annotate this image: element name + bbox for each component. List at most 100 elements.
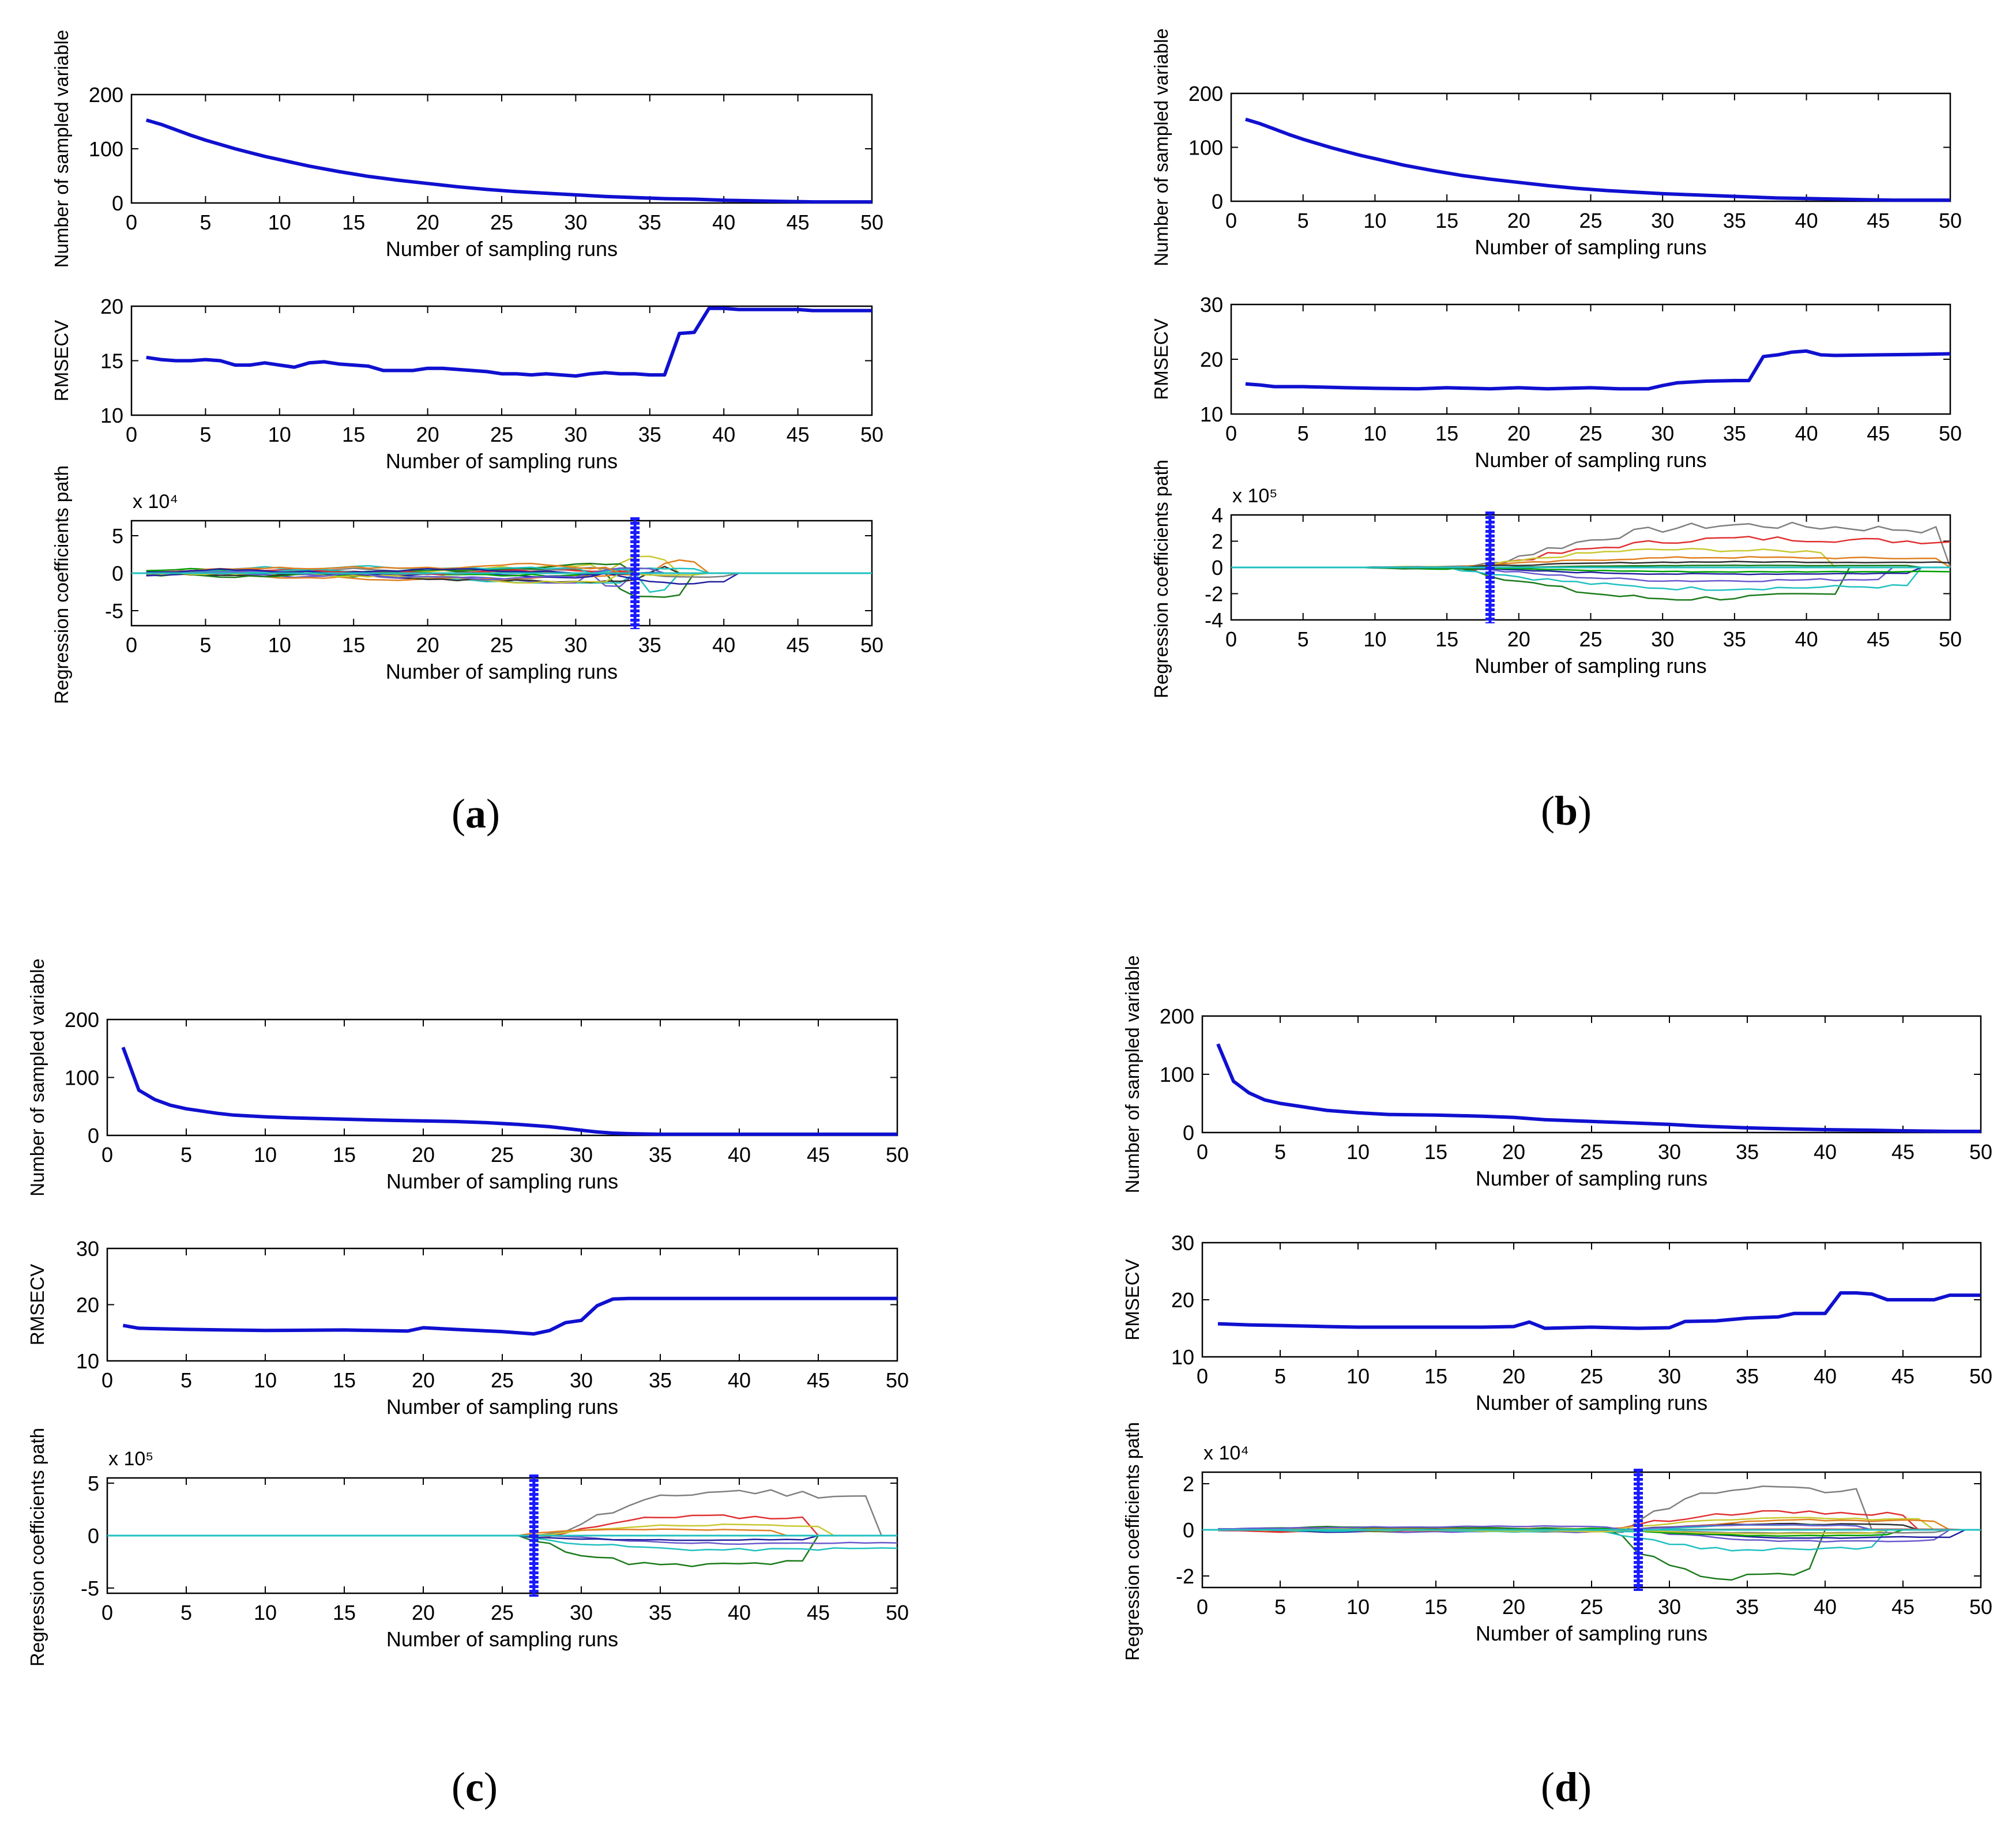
x-tick-label: 20 bbox=[1502, 1140, 1525, 1164]
x-tick-label: 10 bbox=[268, 633, 291, 657]
x-tick-label: 45 bbox=[1891, 1140, 1915, 1164]
x-tick-label: 45 bbox=[1891, 1595, 1915, 1619]
x-tick-label: 5 bbox=[200, 423, 211, 446]
x-tick-label: 10 bbox=[1346, 1364, 1370, 1388]
x-tick-label: 5 bbox=[180, 1143, 192, 1167]
x-tick-label: 30 bbox=[1658, 1364, 1681, 1388]
x-tick-label: 10 bbox=[1363, 209, 1386, 232]
x-axis-label: Number of sampling runs bbox=[386, 660, 618, 683]
y-axis-label: RMSECV bbox=[1122, 1259, 1143, 1340]
y-tick-label: 200 bbox=[1188, 82, 1223, 106]
y-axis-label: RMSECV bbox=[1150, 318, 1172, 400]
x-tick-label: 15 bbox=[1424, 1140, 1447, 1164]
x-tick-label: 45 bbox=[787, 423, 810, 446]
data-line bbox=[1245, 118, 1950, 202]
y-axis-label: Number of sampled variable bbox=[51, 30, 72, 268]
exponent-label: x 10⁴ bbox=[1203, 1442, 1249, 1464]
x-tick-label: 45 bbox=[807, 1601, 830, 1624]
x-tick-label: 30 bbox=[1651, 209, 1674, 232]
x-tick-label: 45 bbox=[807, 1143, 830, 1167]
x-tick-label: 0 bbox=[1225, 627, 1237, 651]
y-axis-label: RMSECV bbox=[51, 320, 72, 401]
x-axis-label: Number of sampling runs bbox=[1476, 1622, 1707, 1645]
x-tick-label: 0 bbox=[126, 210, 137, 234]
y-tick-label: 0 bbox=[112, 562, 123, 585]
x-tick-label: 5 bbox=[180, 1368, 192, 1392]
y-axis-label: RMSECV bbox=[27, 1264, 48, 1345]
x-tick-label: 40 bbox=[1814, 1595, 1837, 1619]
coef-path bbox=[1217, 1528, 1981, 1534]
x-tick-label: 40 bbox=[728, 1368, 751, 1392]
x-tick-label: 35 bbox=[1723, 422, 1746, 445]
x-tick-label: 20 bbox=[412, 1601, 435, 1624]
x-tick-label: 0 bbox=[1197, 1595, 1208, 1619]
y-tick-label: 20 bbox=[1200, 348, 1223, 371]
x-tick-label: 5 bbox=[180, 1601, 192, 1624]
x-tick-label: 15 bbox=[1424, 1364, 1447, 1388]
x-tick-label: 0 bbox=[101, 1601, 113, 1624]
y-tick-label: 0 bbox=[1183, 1121, 1194, 1145]
x-tick-label: 50 bbox=[1969, 1364, 1992, 1388]
y-tick-label: 0 bbox=[1183, 1518, 1194, 1542]
y-tick-label: 30 bbox=[1171, 1231, 1194, 1255]
y-tick-label: 100 bbox=[89, 137, 123, 161]
y-tick-label: 0 bbox=[88, 1124, 99, 1148]
x-tick-label: 5 bbox=[1297, 209, 1309, 232]
y-tick-label: 20 bbox=[1171, 1288, 1194, 1312]
x-tick-label: 0 bbox=[101, 1368, 113, 1392]
x-tick-label: 0 bbox=[101, 1143, 113, 1167]
x-tick-label: 30 bbox=[570, 1143, 593, 1167]
x-tick-label: 20 bbox=[412, 1143, 435, 1167]
x-tick-label: 35 bbox=[649, 1368, 672, 1392]
y-tick-label: 100 bbox=[1188, 136, 1223, 160]
y-tick-label: 100 bbox=[1160, 1063, 1194, 1086]
axes-frame bbox=[1201, 1242, 1982, 1358]
x-tick-label: 15 bbox=[1424, 1595, 1447, 1619]
x-tick-label: 40 bbox=[728, 1143, 751, 1167]
x-tick-label: 0 bbox=[126, 423, 137, 446]
x-tick-label: 10 bbox=[1346, 1140, 1370, 1164]
chart-d-1: 0 5 10 15 20 25 30 35 40 45 50 0 100 200 Number of sam… bbox=[1122, 956, 1992, 1194]
x-tick-label: 35 bbox=[638, 210, 661, 234]
y-tick-label: 2 bbox=[1212, 530, 1223, 554]
y-tick-label: 200 bbox=[65, 1008, 99, 1032]
x-tick-label: 5 bbox=[1274, 1595, 1286, 1619]
axes-frame bbox=[130, 305, 873, 416]
x-axis-label: Number of sampling runs bbox=[1476, 1391, 1707, 1415]
chart-d-2: 0 5 10 15 20 25 30 35 40 45 50 10 20 30 Number of samp… bbox=[1122, 1231, 1992, 1415]
panel-label-a: (a) bbox=[452, 791, 500, 837]
x-tick-label: 30 bbox=[1658, 1140, 1681, 1164]
exponent-label: x 10⁴ bbox=[133, 491, 178, 513]
y-tick-label: 5 bbox=[88, 1472, 99, 1495]
x-tick-label: 50 bbox=[860, 210, 883, 234]
x-tick-label: 15 bbox=[333, 1368, 356, 1392]
x-tick-label: 50 bbox=[886, 1143, 909, 1167]
x-tick-label: 45 bbox=[1867, 422, 1890, 445]
y-tick-label: 10 bbox=[1171, 1345, 1194, 1369]
x-tick-label: 20 bbox=[416, 423, 439, 446]
x-tick-label: 50 bbox=[1969, 1140, 1992, 1164]
x-tick-label: 5 bbox=[200, 633, 211, 657]
exponent-label: x 10⁵ bbox=[108, 1448, 153, 1470]
y-tick-label: -5 bbox=[81, 1577, 99, 1600]
x-tick-label: 40 bbox=[1795, 422, 1818, 445]
coef-path bbox=[1217, 1523, 1981, 1531]
x-tick-label: 10 bbox=[268, 423, 291, 446]
x-tick-label: 35 bbox=[649, 1601, 672, 1624]
panel-label-b: (b) bbox=[1541, 788, 1592, 834]
y-tick-label: -2 bbox=[1176, 1564, 1194, 1588]
x-tick-label: 10 bbox=[1363, 422, 1386, 445]
x-tick-label: 45 bbox=[1867, 209, 1890, 232]
x-tick-label: 15 bbox=[333, 1143, 356, 1167]
x-tick-label: 25 bbox=[1579, 209, 1602, 232]
x-tick-label: 40 bbox=[712, 633, 735, 657]
x-tick-label: 50 bbox=[886, 1368, 909, 1392]
x-tick-label: 25 bbox=[490, 633, 513, 657]
x-tick-label: 35 bbox=[1723, 627, 1746, 651]
